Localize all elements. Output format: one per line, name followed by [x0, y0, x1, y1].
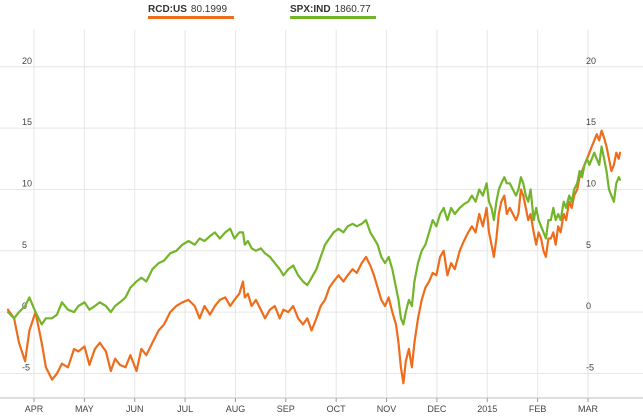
x-tick-label: FEB	[529, 404, 547, 414]
y-tick-label-right: -5	[586, 362, 594, 372]
y-tick-label-left: 5	[22, 240, 27, 250]
x-tick-label: JUN	[126, 404, 144, 414]
y-tick-label-right: 10	[586, 178, 596, 188]
legend-name-rcd: RCD:US	[148, 4, 187, 15]
series-group	[6, 129, 622, 385]
x-tick-label: MAR	[578, 404, 599, 414]
y-tick-label-right: 0	[586, 301, 591, 311]
y-tick-label-left: 20	[22, 56, 32, 66]
series-line-rcd[interactable]	[6, 129, 622, 385]
x-tick-label: APR	[25, 404, 44, 414]
legend-item-spx[interactable]: SPX:IND 1860.77	[290, 4, 376, 19]
y-tick-label-left: 15	[22, 117, 32, 127]
legend-value-spx: 1860.77	[334, 4, 371, 15]
y-tick-label-right: 15	[586, 117, 596, 127]
x-tick-label: OCT	[327, 404, 347, 414]
x-tick-label: NOV	[377, 404, 397, 414]
x-tick-label: AUG	[226, 404, 246, 414]
x-axis: APR MAY JUN JUL AUG SEP OCT NOV DEC 2015 FEB MAR	[0, 397, 643, 414]
grid	[0, 30, 643, 398]
x-tick-label: 2015	[477, 404, 497, 414]
legend-name-spx: SPX:IND	[290, 4, 331, 15]
x-tick-label: DEC	[427, 404, 447, 414]
y-axis-right: -5 0 5 10 15 20	[586, 56, 596, 373]
legend-value-rcd: 80.1999	[190, 4, 228, 15]
y-tick-label-right: 20	[586, 56, 596, 66]
legend-swatch-rcd	[148, 16, 234, 19]
legend-item-rcd[interactable]: RCD:US 80.1999	[148, 4, 234, 19]
x-tick-label: SEP	[277, 404, 295, 414]
legend: RCD:US 80.1999 SPX:IND 1860.77	[148, 4, 376, 19]
x-tick-label: JUL	[177, 404, 193, 414]
y-tick-label-left: 10	[22, 178, 32, 188]
series-line-spx[interactable]	[6, 145, 622, 326]
legend-swatch-spx	[290, 16, 376, 19]
y-tick-label-right: 5	[586, 240, 591, 250]
y-tick-label-left: -5	[22, 362, 30, 372]
x-tick-label: MAY	[75, 404, 94, 414]
